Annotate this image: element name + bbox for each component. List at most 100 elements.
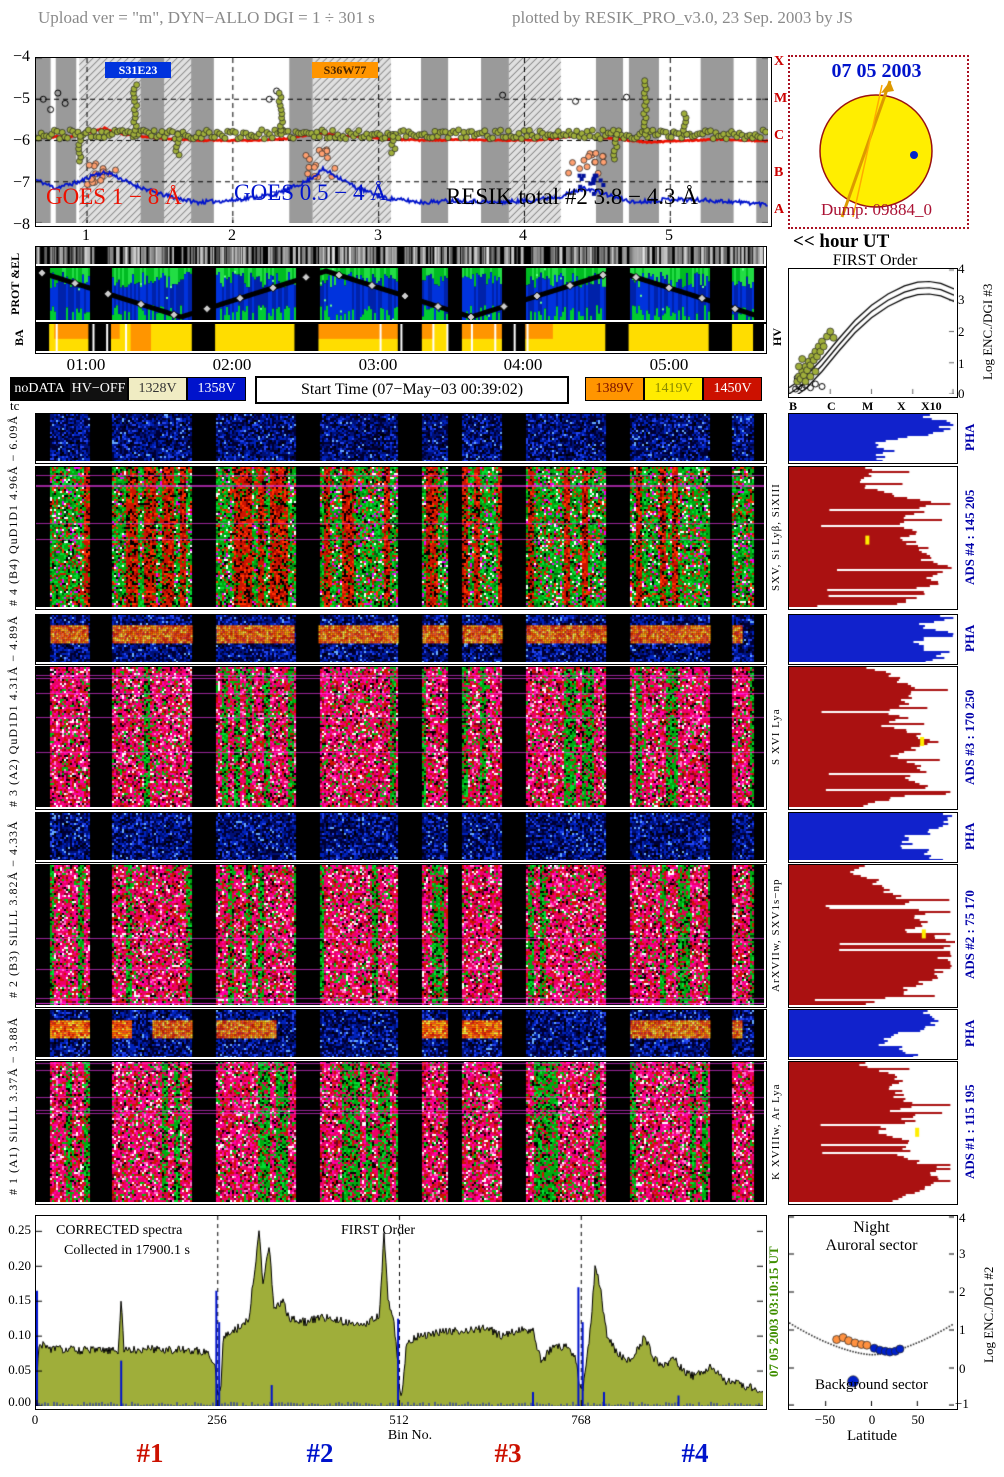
time-tick: 04:00 — [503, 355, 543, 374]
goes-ytick: −8 — [12, 216, 30, 233]
goes-class-m: M — [774, 91, 788, 106]
ba-label: BA — [12, 329, 26, 346]
spectra-caption-3: FIRST Order — [341, 1223, 416, 1238]
ch1-spectrogram-heatmap — [36, 1062, 764, 1202]
goes-xtick: 5 — [665, 227, 673, 244]
goes-flux-chart — [36, 58, 768, 223]
ch3-spectrogram-panel — [35, 666, 767, 810]
night-rtick: −1 — [955, 1396, 969, 1411]
night-sector-scatter — [789, 1216, 954, 1406]
night-sector-panel: Night Auroral sector Background sector — [788, 1215, 958, 1410]
ch4-line-label: SXV, Si Lyβ, SiXIII — [770, 483, 782, 591]
ch1-label: # 1 (A1) SiLLL 3.37Å − 3.88Å — [6, 1016, 20, 1196]
fo-rtick: 0 — [958, 386, 965, 401]
ch1-ads-panel — [788, 1061, 958, 1205]
spec-xtick: 512 — [389, 1412, 409, 1427]
ch2-pha-strip-panel — [35, 812, 767, 863]
goes-xtick: 4 — [519, 227, 527, 244]
legend-1419v: 1419V — [644, 377, 703, 401]
fo-letter-m: M — [862, 399, 874, 413]
ch1-pha-histogram — [789, 1010, 955, 1057]
night-xtick: −50 — [814, 1412, 836, 1427]
goes-ytick: −6 — [12, 132, 30, 149]
legend-1358v: 1358V — [187, 377, 246, 401]
ch1-ads-label: ADS #1 : 115 195 — [962, 1084, 977, 1180]
ch2-pha-strip — [36, 813, 764, 860]
goes-xtick: 3 — [374, 227, 382, 244]
night-timestamp-label: 07 05 2003 03:10:15 UT — [766, 1246, 781, 1377]
hv-voltage-strip — [36, 324, 764, 351]
legend-1389v: 1389V — [585, 377, 644, 401]
night-rtick: 2 — [959, 1284, 966, 1299]
night-rtick: 4 — [959, 1210, 966, 1225]
spectra-caption-2: Collected in 17900.1 s — [64, 1243, 190, 1258]
tc-label: tc — [10, 398, 20, 413]
ch2-ads-label: ADS #2 : 75 170 — [962, 890, 977, 980]
background-sector-label: Background sector — [815, 1377, 928, 1393]
ch2-pha-histogram — [789, 813, 955, 860]
ch4-pha-strip — [36, 414, 764, 461]
start-time-box: Start Time (07−May−03 00:39:02) — [255, 376, 569, 404]
night-right-axis-label: Log ENC./DGI #2 — [981, 1266, 996, 1364]
goes-xtick: 1 — [82, 227, 90, 244]
first-order-panel — [788, 268, 958, 398]
night-rtick: 1 — [959, 1322, 966, 1337]
ch3-label: # 3 (A2) QuD1D1 4.31Å − 4.89Å — [6, 615, 20, 807]
dump-arrow-head — [881, 81, 894, 93]
ch2-line-label: ArXVIIw, SXV1s−np — [770, 878, 782, 992]
resik-total-label: RESIK total #2 3.8 − 4.3 Å — [446, 184, 698, 209]
dump-track-line — [840, 80, 892, 218]
header-left: Upload ver = "m", DYN−ALLO DGI = 1 ÷ 301… — [38, 8, 375, 27]
hv-label: HV — [770, 328, 784, 347]
goes-ytick: −4 — [12, 48, 30, 65]
flare-badge-1: S31E23 — [105, 62, 171, 78]
ch4-pha-strip-panel — [35, 413, 767, 464]
legend-1450v: 1450V — [703, 377, 762, 401]
prot-el-label: PROT &EL — [8, 252, 22, 316]
fo-letter-b: B — [789, 399, 798, 413]
fo-rtick: 2 — [958, 324, 965, 339]
ch1-ads-profile — [789, 1062, 955, 1202]
ba-el-barcode-strip — [36, 247, 764, 264]
goes-xtick: 2 — [228, 227, 236, 244]
goes-class-a: A — [774, 202, 785, 217]
time-tick: 02:00 — [212, 355, 252, 374]
spec-ytick: 0.25 — [8, 1222, 31, 1237]
night-xtick: 0 — [868, 1412, 876, 1427]
night-label: Night — [853, 1219, 890, 1236]
dump-label: Dump: 09884_0 — [821, 200, 932, 219]
ch2-spectrogram-panel — [35, 864, 767, 1008]
goes-class-x: X — [774, 54, 785, 69]
ch4-pha-hist-panel — [788, 413, 958, 464]
spec-ytick: 0.10 — [8, 1327, 31, 1342]
ch3-pha-strip — [36, 615, 764, 662]
proton-electron-strip — [36, 268, 764, 320]
ch3-ads-profile — [789, 667, 955, 807]
spec-ytick: 0.20 — [8, 1258, 31, 1273]
ch1-pha-label: PHA — [962, 1019, 977, 1048]
ch3-pha-strip-panel — [35, 614, 767, 665]
goes-short-label: GOES 0.5 − 4 Å — [234, 180, 387, 205]
ch1-pha-hist-panel — [788, 1009, 958, 1060]
channel-tag-4: #4 — [681, 1438, 709, 1468]
goes-class-b: B — [774, 165, 784, 180]
solar-disk — [819, 94, 933, 208]
fo-rtick: 1 — [958, 356, 965, 371]
spec-xtick: 768 — [571, 1412, 591, 1427]
ch2-pha-label: PHA — [962, 822, 977, 851]
ch1-line-label: K XVIIIw, Ar Lya — [770, 1083, 782, 1181]
ch3-spectrogram-heatmap — [36, 667, 764, 807]
ch4-pha-label: PHA — [962, 423, 977, 452]
ch1-pha-strip — [36, 1010, 764, 1057]
ch4-pha-histogram — [789, 414, 955, 461]
channel-tag-1: #1 — [136, 1438, 164, 1468]
ch2-ads-panel — [788, 864, 958, 1008]
fo-letter-x: X — [897, 399, 906, 413]
goes-ytick: −7 — [12, 174, 30, 191]
ch4-spectrogram-heatmap — [36, 467, 764, 607]
spec-ytick: 0.15 — [8, 1292, 31, 1307]
solar-disk-panel: 07 05 2003 Dump: 09884_0 — [788, 55, 969, 229]
spec-ytick: 0.05 — [8, 1362, 31, 1377]
night-rtick: 0 — [959, 1361, 966, 1376]
